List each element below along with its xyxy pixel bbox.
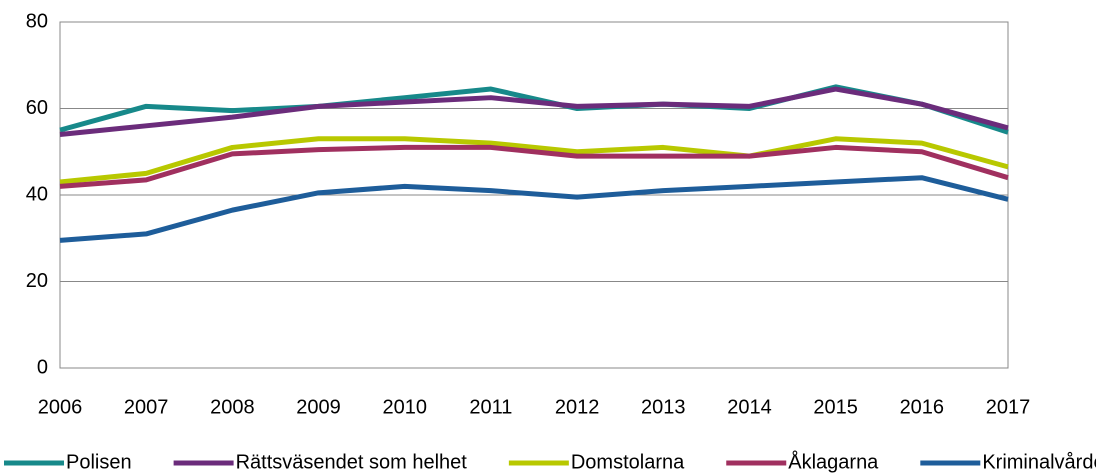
legend-label: Rättsväsendet som helhet: [236, 451, 468, 473]
series-line: [59, 136, 1009, 185]
series-line: [59, 175, 1009, 243]
x-tick-label: 2013: [641, 396, 686, 418]
x-tick-label: 2017: [986, 396, 1031, 418]
legend-label: Kriminalvården: [982, 451, 1096, 473]
x-tick-label: 2008: [210, 396, 255, 418]
x-tick-label: 2009: [296, 396, 341, 418]
y-tick-label: 0: [37, 356, 48, 378]
x-tick-label: 2012: [555, 396, 600, 418]
x-tick-label: 2007: [124, 396, 169, 418]
x-tick-label: 2014: [727, 396, 772, 418]
y-tick-label: 80: [26, 10, 48, 32]
x-tick-label: 2011: [469, 396, 512, 418]
y-tick-label: 20: [26, 270, 48, 292]
y-tick-label: 40: [26, 183, 48, 205]
x-tick-label: 2006: [38, 396, 83, 418]
x-tick-label: 2015: [813, 396, 858, 418]
x-tick-label: 2016: [900, 396, 945, 418]
legend-label: Åklagarna: [788, 450, 879, 473]
legend-label: Domstolarna: [571, 451, 685, 473]
series-line: [59, 86, 1009, 137]
x-tick-label: 2010: [382, 396, 427, 418]
legend-label: Polisen: [66, 451, 132, 473]
y-tick-label: 60: [26, 97, 48, 119]
series-line: [59, 144, 1009, 189]
